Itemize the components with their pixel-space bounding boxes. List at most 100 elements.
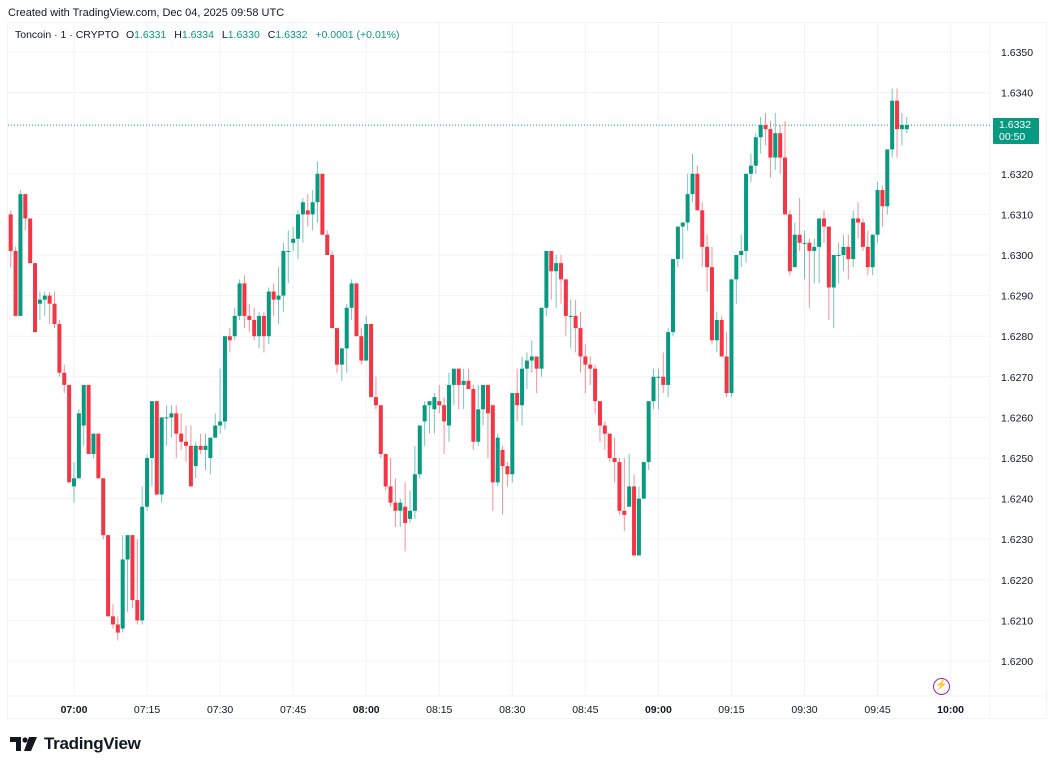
price-axis-label: 1.6230 bbox=[1001, 534, 1033, 546]
price-axis-label: 1.6250 bbox=[1001, 453, 1033, 465]
change-value: +0.0001 (+0.01%) bbox=[315, 29, 400, 41]
candle-body bbox=[651, 376, 656, 402]
candle-body bbox=[373, 397, 378, 406]
candle-body bbox=[203, 445, 208, 450]
candle-body bbox=[446, 384, 451, 426]
candle-body bbox=[671, 259, 676, 333]
candle-body bbox=[315, 173, 320, 203]
candle-body bbox=[33, 263, 38, 333]
candle-body bbox=[476, 409, 481, 442]
time-axis-label: 07:30 bbox=[207, 704, 233, 716]
candle-body bbox=[23, 194, 28, 219]
candle-body bbox=[115, 624, 120, 633]
candle-body bbox=[490, 405, 495, 483]
candle-body bbox=[208, 437, 213, 458]
candle-body bbox=[812, 246, 817, 251]
candle-body bbox=[534, 356, 539, 369]
time-axis-label: 09:45 bbox=[864, 704, 890, 716]
candle-body bbox=[276, 295, 281, 300]
candle-body bbox=[344, 307, 349, 349]
candle-body bbox=[451, 368, 456, 385]
low-value: 1.6330 bbox=[227, 29, 260, 41]
candle-body bbox=[257, 315, 262, 337]
candle-body bbox=[378, 405, 383, 454]
candle-body bbox=[334, 328, 339, 365]
candle-body bbox=[281, 250, 286, 296]
candle-body bbox=[471, 388, 476, 442]
price-axis-label: 1.6220 bbox=[1001, 575, 1033, 587]
candle-body bbox=[271, 291, 276, 300]
candle-body bbox=[466, 380, 471, 389]
candle-body bbox=[291, 238, 296, 243]
candle-body bbox=[412, 474, 417, 511]
time-axis-label: 09:15 bbox=[718, 704, 744, 716]
time-axis-label: 10:00 bbox=[937, 704, 964, 716]
candle-body bbox=[817, 218, 822, 247]
candle-body bbox=[427, 401, 432, 406]
candle-body bbox=[899, 125, 904, 130]
open-value: 1.6331 bbox=[134, 29, 167, 41]
bar-countdown: 00:50 bbox=[999, 131, 1026, 143]
candle-body bbox=[695, 173, 700, 211]
chart-pane[interactable] bbox=[7, 22, 1047, 719]
time-axis-label: 08:45 bbox=[572, 704, 598, 716]
candle-body bbox=[349, 283, 354, 308]
candle-body bbox=[408, 510, 413, 519]
logo-text: TradingView bbox=[44, 734, 141, 753]
candle-body bbox=[145, 458, 150, 507]
candle-body bbox=[398, 502, 403, 511]
candle-body bbox=[627, 486, 632, 507]
candle-body bbox=[125, 535, 130, 560]
candle-body bbox=[554, 263, 559, 272]
candle-body bbox=[135, 600, 140, 621]
candle-body bbox=[437, 401, 442, 406]
candle-body bbox=[578, 328, 583, 357]
symbol-title[interactable]: Toncoin · 1 · CRYPTO bbox=[15, 29, 120, 41]
candle-body bbox=[52, 303, 57, 325]
price-axis-label: 1.6240 bbox=[1001, 494, 1033, 506]
candle-body bbox=[286, 250, 291, 252]
candle-body bbox=[593, 368, 598, 402]
candle-body bbox=[310, 202, 315, 215]
close-label: C bbox=[267, 29, 276, 41]
candle-body bbox=[856, 218, 861, 223]
candle-body bbox=[739, 250, 744, 255]
candle-body bbox=[904, 125, 909, 130]
candle-body bbox=[359, 336, 364, 361]
candle-body bbox=[641, 462, 646, 499]
time-axis-label: 09:30 bbox=[791, 704, 817, 716]
candle-body bbox=[403, 506, 408, 523]
candle-body bbox=[106, 535, 111, 617]
candle-body bbox=[821, 218, 826, 227]
candle-body bbox=[529, 356, 534, 361]
close-value: 1.6332 bbox=[275, 29, 308, 41]
candle-body bbox=[841, 246, 846, 255]
candle-body bbox=[296, 214, 301, 239]
candle-body bbox=[505, 466, 510, 475]
candle-body bbox=[393, 502, 398, 511]
candle-body bbox=[242, 283, 247, 316]
candle-body bbox=[442, 405, 447, 422]
candle-body bbox=[130, 535, 135, 601]
candle-body bbox=[583, 356, 588, 365]
candle-body bbox=[607, 433, 612, 458]
candle-body bbox=[675, 226, 680, 260]
candle-body bbox=[895, 100, 900, 130]
candle-body bbox=[422, 405, 427, 422]
candle-body bbox=[149, 401, 154, 458]
created-caption: Created with TradingView.com, Dec 04, 20… bbox=[8, 7, 285, 19]
lightning-event-icon[interactable]: ⚡ bbox=[933, 678, 950, 695]
candle-body bbox=[101, 478, 106, 536]
candle-body bbox=[705, 246, 710, 268]
candle-body bbox=[807, 242, 812, 251]
candle-body bbox=[563, 279, 568, 316]
candle-body bbox=[865, 246, 870, 268]
candle-body bbox=[885, 149, 890, 207]
candle-body bbox=[72, 478, 76, 487]
candle-body bbox=[656, 376, 661, 378]
candle-body bbox=[232, 315, 237, 337]
time-axis-label: 08:15 bbox=[426, 704, 452, 716]
candle-body bbox=[237, 283, 242, 316]
candle-body bbox=[179, 433, 184, 442]
